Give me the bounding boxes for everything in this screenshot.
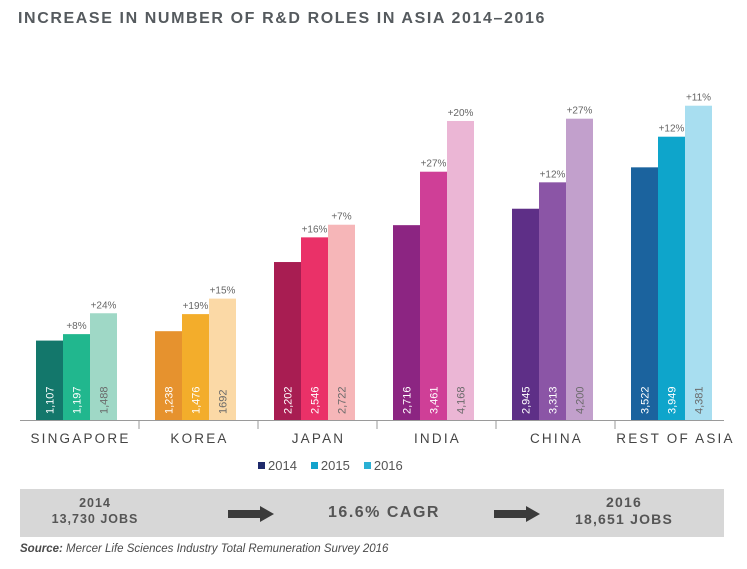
growth-label: +7% <box>331 212 351 223</box>
bar-japan-2016 <box>328 224 355 420</box>
growth-label: +15% <box>210 286 236 297</box>
legend-label-2016: 2016 <box>373 458 403 473</box>
bar-rest-of-asia-2016 <box>685 105 712 420</box>
value-label: 2,546 <box>310 386 322 414</box>
legend-swatch-2014 <box>258 462 265 469</box>
value-label: 3,461 <box>429 386 441 414</box>
value-label: 1,488 <box>99 386 111 414</box>
bar-korea-2016 <box>209 298 236 420</box>
bar-singapore-2015 <box>63 334 90 420</box>
bar-japan-2014 <box>274 262 301 420</box>
value-label: 3,522 <box>640 386 652 414</box>
bar-singapore-2016 <box>90 313 117 420</box>
bar-rest-of-asia-2015 <box>658 136 685 420</box>
bar-china-2014 <box>512 208 539 420</box>
summary-bar: 2014 13,730 JOBS 16.6% CAGR 2016 18,651 … <box>20 489 724 537</box>
growth-label: +16% <box>302 224 328 235</box>
category-label: KOREA <box>170 431 228 446</box>
bar-china-2015 <box>539 182 566 420</box>
legend-item-2015: 2015 <box>310 458 350 473</box>
bar-rest-of-asia-2014 <box>631 167 658 420</box>
bar-korea-2014 <box>155 331 182 420</box>
value-label: 4,381 <box>694 386 706 414</box>
value-label: 1,238 <box>164 386 176 414</box>
summary-left-year: 2014 <box>79 496 111 510</box>
bar-chart: 1,107 1,197 +8% 1,488 +24% 1,238 1,476 +19% 1692… <box>20 93 734 446</box>
summary-right-jobs: 18,651 JOBS <box>574 511 674 527</box>
value-label: 1,476 <box>191 386 203 414</box>
value-label: 1,107 <box>45 386 57 414</box>
summary-left-jobs: 13,730 JOBS <box>51 512 139 526</box>
legend-swatch-2015 <box>310 462 318 469</box>
value-label: 2,945 <box>521 386 533 414</box>
growth-label: +19% <box>183 301 209 312</box>
growth-label: +8% <box>66 321 86 332</box>
arrow-right-icon <box>494 506 540 522</box>
legend-item-2016: 2016 <box>363 458 403 473</box>
bar-india-2014 <box>393 225 420 420</box>
bar-singapore-2014 <box>36 340 63 420</box>
value-label: 2,716 <box>402 386 414 414</box>
value-label: 4,168 <box>456 386 468 414</box>
bar-korea-2015 <box>182 314 209 420</box>
value-label: 1,197 <box>72 386 84 414</box>
value-label: 2,722 <box>337 386 349 414</box>
growth-label: +12% <box>540 169 566 180</box>
bar-china-2016 <box>566 118 593 421</box>
chart-title: INCREASE IN NUMBER OF R&D ROLES IN ASIA … <box>18 10 546 27</box>
category-label: REST OF ASIA <box>616 431 734 446</box>
legend-label-2015: 2015 <box>320 458 350 473</box>
category-label: SINGAPORE <box>30 431 130 446</box>
growth-label: +24% <box>91 300 117 311</box>
legend: 2014 2015 2016 <box>258 458 403 473</box>
summary-right-year: 2016 <box>606 494 642 510</box>
value-label: 1692 <box>218 390 230 414</box>
value-label: 2,202 <box>283 386 295 414</box>
legend-item-2014: 2014 <box>258 458 297 473</box>
source-note: Source: Mercer Life Sciences Industry To… <box>20 543 388 555</box>
legend-label-2014: 2014 <box>268 458 297 473</box>
bar-india-2015 <box>420 171 447 420</box>
summary-cagr: 16.6% CAGR <box>328 504 440 521</box>
bar-india-2016 <box>447 120 474 420</box>
value-label: 3,313 <box>548 386 560 414</box>
category-label: INDIA <box>414 431 461 446</box>
growth-label: +27% <box>567 106 593 117</box>
legend-swatch-2016 <box>363 462 371 469</box>
value-label: 4,200 <box>575 386 587 414</box>
arrow-right-icon <box>228 506 274 522</box>
category-label: CHINA <box>530 431 583 446</box>
growth-label: +27% <box>421 159 447 170</box>
source-label: Source: <box>20 543 63 555</box>
value-label: 3,949 <box>667 386 679 414</box>
summary-2014: 2014 13,730 JOBS <box>20 495 170 527</box>
bars-group: 1,107 1,197 +8% 1,488 +24% 1,238 1,476 +19% 1692… <box>36 93 712 421</box>
growth-label: +11% <box>686 93 711 104</box>
summary-2016: 2016 18,651 JOBS <box>524 494 724 528</box>
category-label: JAPAN <box>292 431 346 446</box>
bar-japan-2015 <box>301 237 328 420</box>
growth-label: +20% <box>448 108 474 119</box>
growth-label: +12% <box>659 124 685 135</box>
category-labels: SINGAPORE KOREA JAPAN INDIA CHINA REST OF ASI… <box>30 431 734 446</box>
source-text: Mercer Life Sciences Industry Total Remu… <box>62 543 389 555</box>
